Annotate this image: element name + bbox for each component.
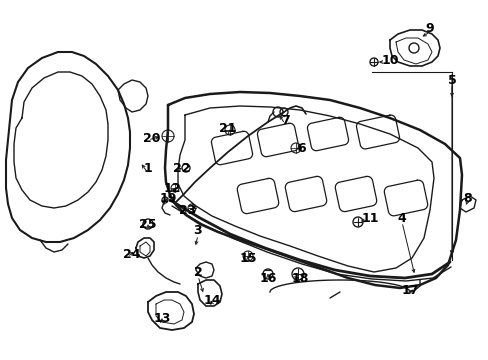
Text: 12: 12 <box>163 181 181 194</box>
Text: 4: 4 <box>397 211 406 225</box>
Text: 20: 20 <box>143 131 161 144</box>
Text: 3: 3 <box>193 224 202 237</box>
Text: 19: 19 <box>159 192 176 204</box>
Text: 23: 23 <box>179 203 196 216</box>
Text: 17: 17 <box>401 284 418 297</box>
Text: 7: 7 <box>280 113 289 126</box>
Text: 1: 1 <box>143 162 152 175</box>
Text: 18: 18 <box>291 271 308 284</box>
Text: 9: 9 <box>425 22 433 35</box>
Text: 21: 21 <box>219 122 236 135</box>
Text: 15: 15 <box>239 252 256 265</box>
Text: 8: 8 <box>463 192 471 204</box>
Text: 5: 5 <box>447 73 455 86</box>
Text: 25: 25 <box>139 219 157 231</box>
Text: 14: 14 <box>203 293 220 306</box>
Text: 24: 24 <box>123 248 141 261</box>
Text: 2: 2 <box>193 266 202 279</box>
Text: 11: 11 <box>361 211 378 225</box>
Text: 22: 22 <box>173 162 190 175</box>
Text: 10: 10 <box>381 54 398 67</box>
Text: 16: 16 <box>259 271 276 284</box>
Text: 13: 13 <box>153 311 170 324</box>
Text: 6: 6 <box>297 141 305 154</box>
